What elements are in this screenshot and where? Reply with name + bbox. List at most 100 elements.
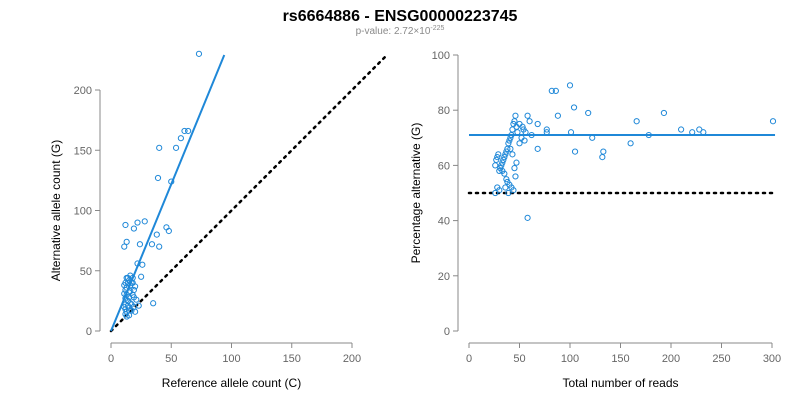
right-data-point (689, 129, 696, 136)
right-data-point (511, 118, 518, 125)
right-data-point (627, 140, 634, 147)
right-data-point (502, 184, 509, 191)
left-data-point (195, 50, 203, 57)
right-data-point (511, 165, 518, 172)
right-x-tick-label: 50 (513, 353, 525, 365)
right-data-point (567, 129, 575, 136)
right-data-point (548, 87, 555, 94)
right-data-point (645, 131, 652, 139)
left-x-tick-label: 0 (108, 353, 114, 365)
left-data-point (127, 300, 134, 307)
pvalue-text: p-value: 2.72×10 (356, 26, 431, 37)
right-data-point (524, 112, 531, 119)
left-data-point (181, 127, 188, 135)
left-y-tick-label: 50 (80, 266, 92, 278)
right-data-point (507, 134, 514, 141)
right-data-point (508, 131, 515, 139)
left-y-tick-label: 0 (86, 326, 92, 338)
left-data-point (148, 241, 156, 248)
right-data-point (512, 112, 519, 119)
left-data-point (141, 218, 148, 225)
pvalue-exponent: -225 (430, 25, 444, 32)
left-data-point (130, 286, 137, 294)
left-data-point (172, 144, 180, 151)
right-x-tick-label: 300 (763, 353, 781, 365)
right-data-point (520, 126, 527, 133)
right-data-point (494, 154, 501, 161)
right-data-point (528, 131, 535, 139)
right-scatter-panel: 0 50 100 150 200 250 300 0 20 40 60 80 100 Total numb… (409, 50, 781, 390)
left-data-point (168, 178, 175, 185)
left-y-axis-label: Alternative allele count (G) (49, 140, 63, 281)
right-data-point (516, 140, 523, 147)
right-data-point (571, 148, 579, 155)
right-data-point (504, 145, 511, 152)
right-data-point (503, 176, 510, 183)
right-data-point (534, 145, 541, 152)
left-data-point (185, 127, 192, 135)
right-data-point (566, 82, 574, 89)
left-data-point (130, 294, 137, 301)
left-data-point (130, 225, 137, 232)
right-data-point (678, 126, 685, 133)
right-data-point (633, 118, 640, 125)
left-data-point (128, 307, 135, 314)
right-y-tick-label: 40 (438, 216, 450, 228)
right-x-tick-label: 100 (561, 353, 579, 365)
right-data-point (496, 167, 503, 175)
left-y-tick-label: 100 (74, 206, 92, 218)
left-x-axis-label: Reference allele count (C) (162, 376, 301, 390)
right-data-point (534, 120, 541, 128)
left-data-point (123, 284, 130, 291)
left-x-tick-label: 100 (222, 353, 240, 365)
right-data-point (585, 109, 592, 117)
right-data-point (494, 184, 501, 191)
right-data-point (513, 159, 520, 166)
right-x-tick-label: 250 (712, 353, 730, 365)
left-data-point (156, 243, 163, 250)
right-data-point (552, 87, 559, 94)
right-data-point (505, 189, 512, 197)
left-data-point (132, 308, 139, 315)
chart-subtitle: p-value: 2.72×10-225 (356, 25, 445, 37)
right-data-point (502, 151, 509, 158)
right-data-point (521, 137, 528, 144)
left-data-point (138, 273, 145, 280)
right-data-point (599, 154, 606, 161)
right-data-point (543, 129, 550, 136)
right-data-point (499, 159, 506, 166)
left-data-point (134, 219, 141, 226)
right-y-tick-label: 80 (438, 105, 450, 117)
left-data-point (123, 238, 130, 245)
right-data-point (510, 187, 517, 194)
right-data-point (512, 173, 519, 180)
right-data-point (506, 137, 513, 144)
left-data-point (139, 261, 146, 268)
right-data-point (503, 148, 510, 155)
left-data-point (156, 144, 163, 151)
right-data-point (570, 104, 578, 111)
left-x-tick-label: 200 (343, 353, 361, 365)
left-x-tick-label: 50 (165, 353, 177, 365)
right-data-point (526, 118, 533, 125)
right-data-point (589, 134, 596, 141)
right-data-point (492, 162, 499, 169)
right-x-tick-label: 200 (662, 353, 680, 365)
left-data-point (153, 231, 160, 238)
right-data-point (509, 126, 516, 133)
right-data-point (769, 118, 777, 125)
right-data-point (600, 148, 607, 155)
right-y-tick-label: 20 (438, 271, 450, 283)
right-data-point (500, 156, 507, 163)
left-data-point (125, 312, 133, 319)
right-data-point (501, 154, 508, 161)
right-x-tick-label: 150 (611, 353, 629, 365)
chart-title: rs6664886 - ENSG00000223745 (283, 8, 518, 25)
left-data-point (165, 227, 172, 235)
right-data-point (660, 109, 668, 117)
right-x-tick-label: 0 (466, 353, 472, 365)
right-x-axis-label: Total number of reads (562, 376, 678, 390)
right-data-point (543, 126, 550, 133)
left-data-point (177, 135, 184, 142)
